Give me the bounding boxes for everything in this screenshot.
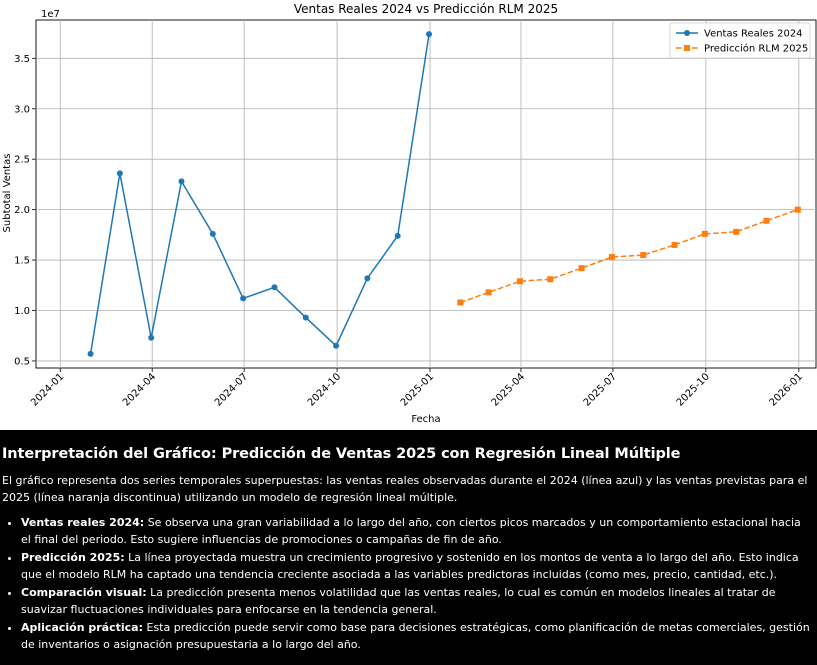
data-point <box>733 228 740 235</box>
data-point <box>209 230 216 237</box>
data-point <box>178 178 185 185</box>
data-point <box>148 334 155 341</box>
data-point <box>271 284 278 291</box>
data-point <box>302 314 309 321</box>
chart-area: 2024-01 2024-04 2024-07 2024-10 2025-01 2025-… <box>0 0 817 430</box>
grid <box>36 20 816 368</box>
y-tick-label: 3.0 <box>14 104 30 115</box>
data-point <box>547 276 554 283</box>
plot-frame <box>35 19 817 369</box>
x-tick-label: 2025-04 <box>490 371 527 408</box>
bullet-text: Esta predicción puede servir como base p… <box>21 621 810 651</box>
bullet-text: Se observa una gran variabilidad a lo la… <box>21 516 801 546</box>
x-axis-label: Fecha <box>411 414 440 425</box>
data-point <box>116 170 123 177</box>
explanation-intro: El gráfico representa dos series tempora… <box>2 474 808 504</box>
explanation-list: Ventas reales 2024: Se observa una gran … <box>2 514 813 653</box>
data-point <box>794 206 801 213</box>
bullet-title: Predicción 2025: <box>21 551 125 564</box>
series-line <box>89 34 430 354</box>
y-tick-label: 1.5 <box>14 256 30 267</box>
data-point <box>87 350 94 357</box>
data-point <box>763 217 770 224</box>
y-axis: 0.5 1.0 1.5 2.0 2.5 3.0 3.5 <box>14 54 36 367</box>
x-axis: 2024-01 2024-04 2024-07 2024-10 2025-01 2025-… <box>29 368 805 409</box>
legend: Ventas Reales 2024 Predicción RLM 2025 <box>669 22 811 59</box>
y-tick-label: 2.5 <box>14 155 30 166</box>
bullet-title: Ventas reales 2024: <box>21 516 145 529</box>
data-point <box>394 232 401 239</box>
list-item: Ventas reales 2024: Se observa una gran … <box>21 514 813 548</box>
series-line <box>460 208 799 304</box>
y-tick-label: 2.0 <box>14 205 30 216</box>
list-item: Aplicación práctica: Esta predicción pue… <box>21 619 813 653</box>
data-point <box>701 230 708 237</box>
x-tick-label: 2024-10 <box>306 371 343 408</box>
y-scale-label: 1e7 <box>41 9 60 20</box>
legend-marker <box>684 45 690 51</box>
legend-box <box>669 22 811 59</box>
bullet-title: Comparación visual: <box>21 586 147 599</box>
data-point <box>485 289 492 296</box>
y-tick-label: 3.5 <box>14 54 30 65</box>
y-axis-label: Subtotal Ventas <box>2 154 13 233</box>
y-tick-label: 1.0 <box>14 306 30 317</box>
x-tick-label: 2025-07 <box>582 371 619 408</box>
x-tick-label: 2024-07 <box>213 371 250 408</box>
data-point <box>364 275 371 282</box>
legend-label: Ventas Reales 2024 <box>704 29 803 40</box>
bullet-text: La línea proyectada muestra un crecimien… <box>21 551 799 581</box>
legend-label: Predicción RLM 2025 <box>704 43 808 55</box>
data-point <box>240 295 247 302</box>
data-point <box>640 252 647 259</box>
chart-title: Ventas Reales 2024 vs Predicción RLM 202… <box>294 2 558 16</box>
data-point <box>671 241 678 248</box>
bullet-title: Aplicación práctica: <box>21 621 143 634</box>
x-tick-label: 2025-10 <box>675 371 712 408</box>
list-item: Predicción 2025: La línea proyectada mue… <box>21 549 813 583</box>
data-point <box>578 265 585 272</box>
line-chart: 2024-01 2024-04 2024-07 2024-10 2025-01 2025-… <box>2 2 817 425</box>
legend-marker <box>684 30 690 36</box>
bullet-text: La predicción presenta menos volatilidad… <box>21 586 776 616</box>
data-point <box>333 342 340 349</box>
data-point <box>426 31 433 38</box>
x-tick-label: 2026-01 <box>768 371 805 408</box>
series-layer <box>87 31 801 357</box>
data-point <box>516 278 523 285</box>
list-item: Comparación visual: La predicción presen… <box>21 584 813 618</box>
x-tick-label: 2024-01 <box>29 371 66 408</box>
data-point <box>608 254 615 261</box>
data-point <box>457 299 464 306</box>
x-tick-label: 2025-01 <box>399 371 436 408</box>
explanation-heading: Interpretación del Gráfico: Predicción d… <box>2 446 681 462</box>
x-tick-label: 2024-04 <box>121 371 158 408</box>
y-tick-label: 0.5 <box>14 356 30 367</box>
explanation-panel: Interpretación del Gráfico: Predicción d… <box>0 430 817 665</box>
